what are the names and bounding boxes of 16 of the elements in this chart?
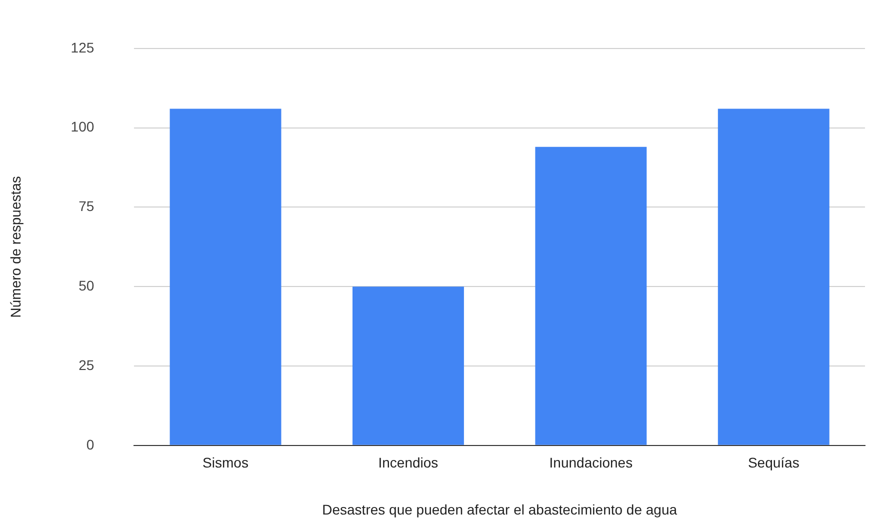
bar [535, 146, 647, 445]
y-tick-label: 125 [70, 39, 94, 56]
y-tick-label: 50 [78, 277, 94, 294]
bar [352, 286, 464, 445]
y-tick-label: 75 [78, 198, 94, 214]
y-axis-title: Número de respuestas [7, 176, 24, 318]
x-tick-label: Inundaciones [549, 454, 633, 471]
x-tick-label: Sismos [202, 454, 248, 471]
y-tick-label: 100 [70, 118, 94, 135]
bar [170, 108, 282, 445]
bar [718, 108, 830, 445]
y-tick-label: 25 [78, 356, 94, 373]
x-tick-label: Sequías [748, 454, 800, 471]
x-axis-title: Desastres que pueden afectar el abastecimiento de agua [322, 501, 678, 518]
x-tick-label: Incendios [378, 454, 438, 471]
y-tick-label: 0 [86, 436, 94, 452]
